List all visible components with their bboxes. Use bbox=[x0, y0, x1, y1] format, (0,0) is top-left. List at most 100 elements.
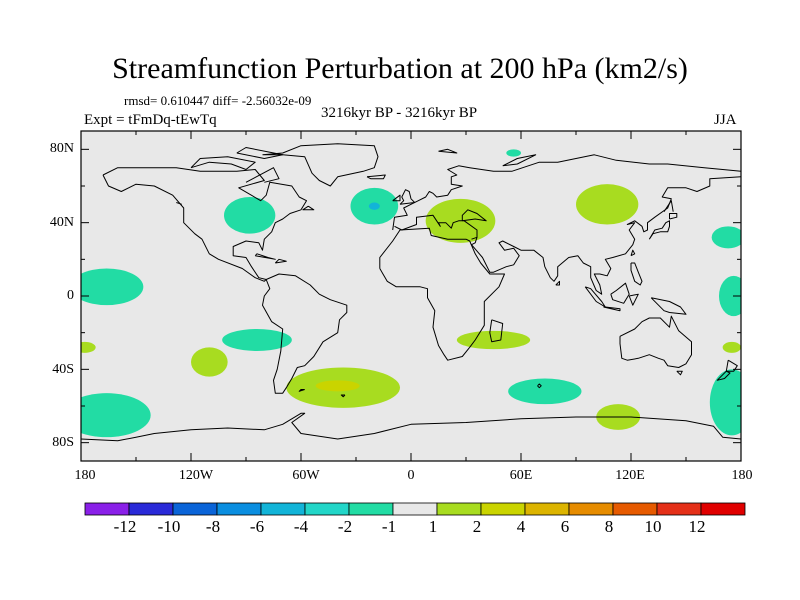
coastline bbox=[650, 297, 687, 315]
colorbar-swatch bbox=[216, 502, 262, 516]
colorbar-label: -8 bbox=[205, 517, 221, 536]
anomaly-region bbox=[508, 378, 582, 405]
anomaly-region bbox=[722, 341, 741, 353]
coastline bbox=[438, 148, 458, 154]
lon-label: 60E bbox=[509, 468, 533, 483]
coastline bbox=[262, 143, 379, 187]
colorbar-swatch bbox=[128, 502, 174, 516]
colorbar-label: -2 bbox=[337, 517, 353, 536]
coastline bbox=[190, 156, 256, 170]
coastline bbox=[628, 293, 639, 306]
chart-title: Streamfunction Perturbation at 200 hPa (… bbox=[112, 52, 688, 85]
colorbar-swatch bbox=[656, 502, 702, 516]
anomaly-region bbox=[81, 268, 144, 306]
coastline bbox=[394, 214, 478, 240]
coastline bbox=[648, 220, 670, 240]
colorbar-swatch bbox=[260, 502, 306, 516]
colorbar-label: 4 bbox=[516, 517, 526, 536]
coastline bbox=[176, 202, 182, 205]
colorbar-label: -12 bbox=[113, 517, 137, 536]
coastline bbox=[725, 359, 738, 372]
coastline bbox=[716, 370, 731, 381]
colorbar-label: 1 bbox=[428, 517, 438, 536]
period-label: 3216kyr BP - 3216kyr BP bbox=[321, 105, 478, 121]
coastline bbox=[502, 154, 537, 167]
anomaly-layer bbox=[81, 149, 741, 438]
lat-label: 40S bbox=[52, 362, 74, 377]
colorbar-swatch bbox=[172, 502, 218, 516]
coastline bbox=[489, 319, 504, 343]
colorbar-label: -4 bbox=[293, 517, 309, 536]
lat-label: 80S bbox=[52, 435, 74, 450]
anomaly-region bbox=[711, 226, 741, 249]
coastline bbox=[245, 167, 280, 183]
coastline bbox=[274, 258, 287, 264]
colorbar-label: 6 bbox=[560, 517, 570, 536]
lon-label: 0 bbox=[407, 468, 415, 483]
coastline bbox=[676, 370, 683, 376]
anomaly-region bbox=[456, 330, 531, 350]
lon-label: 120E bbox=[615, 468, 645, 483]
anomaly-region bbox=[224, 197, 276, 234]
coastline bbox=[366, 174, 386, 180]
anomaly-region bbox=[368, 202, 380, 210]
lon-label: 120W bbox=[178, 468, 214, 483]
coastline bbox=[471, 176, 741, 295]
anomaly-region bbox=[191, 347, 228, 377]
coastline bbox=[630, 249, 636, 257]
colorbar-label: 10 bbox=[644, 517, 662, 536]
coastline bbox=[663, 200, 674, 212]
lon-label: 180 bbox=[731, 468, 753, 483]
colorbar-swatch bbox=[436, 502, 482, 516]
coastline bbox=[262, 273, 348, 394]
coastline bbox=[584, 286, 606, 308]
coastline bbox=[630, 262, 643, 286]
anomaly-region bbox=[576, 184, 639, 225]
coastline bbox=[379, 227, 505, 361]
colorbar-swatch bbox=[524, 502, 570, 516]
coastline bbox=[619, 315, 692, 368]
colorbar-swatch bbox=[392, 502, 438, 516]
coastline bbox=[399, 189, 416, 205]
coastline bbox=[537, 383, 542, 389]
colorbar bbox=[84, 502, 746, 516]
colorbar-swatch bbox=[568, 502, 614, 516]
coastline bbox=[555, 280, 560, 286]
coastline bbox=[461, 209, 487, 222]
coastline bbox=[669, 213, 678, 220]
coastline bbox=[81, 412, 741, 442]
anomaly-region bbox=[719, 275, 741, 317]
coastline bbox=[340, 394, 346, 398]
anomaly-region bbox=[81, 341, 96, 353]
colorbar-swatch bbox=[84, 502, 130, 516]
stats-text: rmsd= 0.610447 diff= -2.56032e-09 bbox=[124, 93, 312, 108]
lat-label: 0 bbox=[67, 288, 74, 303]
colorbar-label: -10 bbox=[157, 517, 181, 536]
colorbar-label: 12 bbox=[688, 517, 706, 536]
colorbar-swatch bbox=[480, 502, 526, 516]
axis-ticks bbox=[80, 131, 742, 461]
experiment-label: Expt = tFmDq-tEwTq bbox=[84, 112, 217, 128]
coastline bbox=[254, 253, 276, 260]
colorbar-swatch bbox=[612, 502, 658, 516]
lon-label: 180 bbox=[74, 468, 96, 483]
coastline bbox=[102, 167, 307, 282]
colorbar-label: 2 bbox=[472, 517, 482, 536]
coastline bbox=[392, 194, 401, 202]
colorbar-swatch bbox=[348, 502, 394, 516]
colorbar-swatch bbox=[700, 502, 746, 516]
anomaly-region bbox=[506, 149, 521, 157]
coastline bbox=[298, 389, 305, 392]
lon-label: 60W bbox=[292, 468, 320, 483]
coastline bbox=[302, 205, 315, 211]
coastline bbox=[610, 282, 630, 304]
anomaly-region bbox=[315, 380, 360, 392]
lat-label: 80N bbox=[49, 141, 74, 156]
season-label: JJA bbox=[714, 112, 737, 128]
coastline bbox=[603, 306, 621, 312]
anomaly-region bbox=[222, 329, 292, 351]
anomaly-region bbox=[709, 369, 741, 436]
lat-label: 40N bbox=[49, 215, 74, 230]
coastline bbox=[392, 154, 741, 231]
